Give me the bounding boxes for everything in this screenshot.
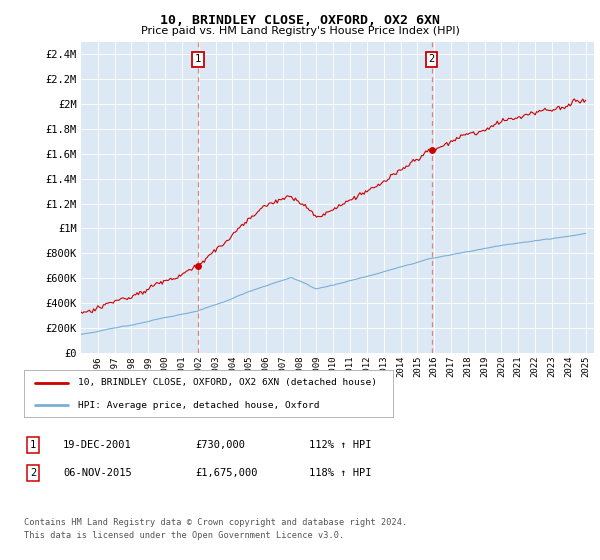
Text: 112% ↑ HPI: 112% ↑ HPI <box>309 440 371 450</box>
Text: 10, BRINDLEY CLOSE, OXFORD, OX2 6XN: 10, BRINDLEY CLOSE, OXFORD, OX2 6XN <box>160 13 440 27</box>
Text: Contains HM Land Registry data © Crown copyright and database right 2024.
This d: Contains HM Land Registry data © Crown c… <box>24 518 407 539</box>
Text: 2: 2 <box>428 54 434 64</box>
Text: 1: 1 <box>195 54 201 64</box>
Text: 1: 1 <box>30 440 36 450</box>
Text: £1,675,000: £1,675,000 <box>195 468 257 478</box>
Text: 2: 2 <box>30 468 36 478</box>
Text: 19-DEC-2001: 19-DEC-2001 <box>63 440 132 450</box>
Text: 06-NOV-2015: 06-NOV-2015 <box>63 468 132 478</box>
Text: £730,000: £730,000 <box>195 440 245 450</box>
Text: Price paid vs. HM Land Registry's House Price Index (HPI): Price paid vs. HM Land Registry's House … <box>140 26 460 36</box>
Text: 118% ↑ HPI: 118% ↑ HPI <box>309 468 371 478</box>
Text: 10, BRINDLEY CLOSE, OXFORD, OX2 6XN (detached house): 10, BRINDLEY CLOSE, OXFORD, OX2 6XN (det… <box>77 379 377 388</box>
Text: HPI: Average price, detached house, Oxford: HPI: Average price, detached house, Oxfo… <box>77 401 319 410</box>
